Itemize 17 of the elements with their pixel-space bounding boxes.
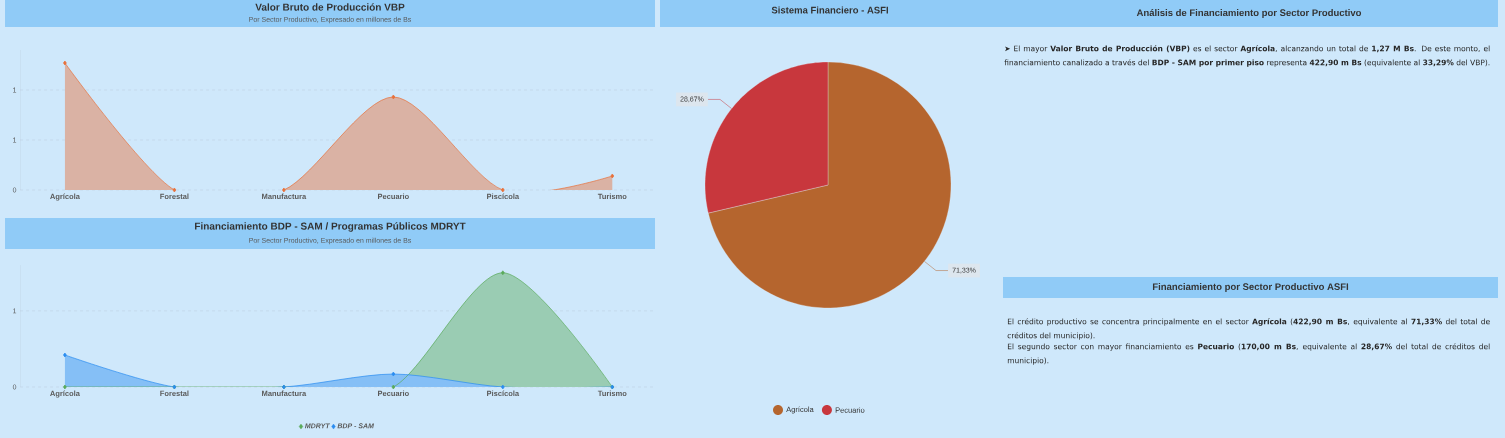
point [63, 384, 67, 390]
point [391, 94, 396, 100]
point [391, 384, 396, 390]
point [63, 60, 67, 66]
chart-title: Valor Bruto de Producción VBP [255, 3, 405, 11]
chart-title: Sistema Financiero - ASFI [771, 6, 888, 14]
text: Análisis de Financiamiento por Sector Productivo [1136, 9, 1362, 18]
point [500, 187, 505, 193]
point [172, 187, 177, 193]
chart-title: Financiamiento BDP - SAM / Programas Públicos MDRYT [195, 222, 466, 232]
point [500, 384, 505, 390]
text: Financiamiento por Sector Productivo ASFI [1152, 283, 1349, 292]
point [610, 173, 615, 179]
point [282, 187, 286, 193]
point [63, 352, 67, 358]
point [391, 371, 396, 377]
point [500, 270, 505, 276]
